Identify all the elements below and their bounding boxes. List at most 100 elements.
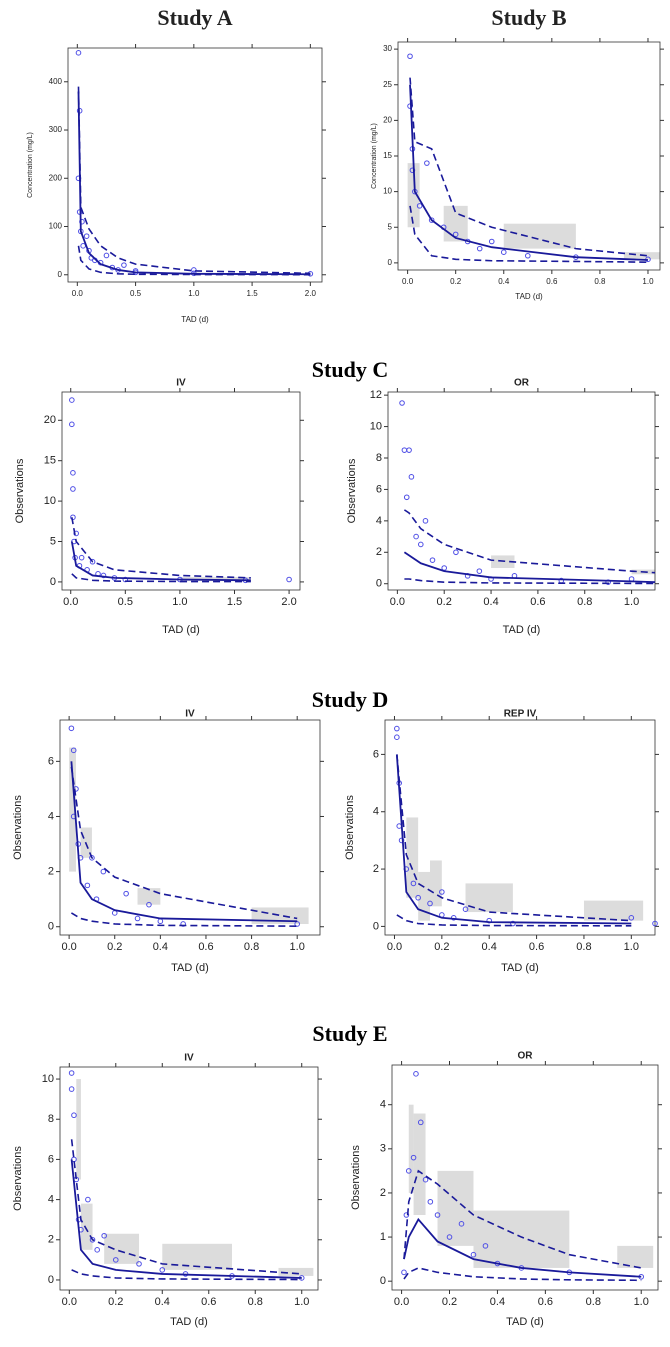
median-line <box>77 91 311 276</box>
y-tick-label: 6 <box>48 755 54 767</box>
observation <box>70 747 77 754</box>
y-tick-label: 0 <box>388 258 393 267</box>
observation <box>112 1257 119 1263</box>
percentile-line <box>404 578 655 585</box>
x-tick-label: 0.8 <box>576 941 591 953</box>
observation <box>408 474 415 480</box>
observation <box>410 880 417 887</box>
observation <box>70 470 76 476</box>
median-line <box>403 1217 642 1278</box>
y-tick-label: 400 <box>49 77 63 86</box>
y-tick-label: 8 <box>48 1113 54 1125</box>
x-tick-label: 0.0 <box>390 596 405 608</box>
median-line <box>70 761 298 923</box>
x-tick-label: 0.0 <box>394 1296 409 1308</box>
percentile-line <box>71 1269 302 1281</box>
observation <box>403 1212 410 1218</box>
x-tick-label: 0.6 <box>546 277 558 286</box>
x-tick-label: 2.0 <box>281 596 296 608</box>
x-tick-label: 0.8 <box>594 277 606 286</box>
y-tick-label: 10 <box>44 495 56 507</box>
percentile-line <box>409 77 649 257</box>
observation <box>482 1243 489 1249</box>
observation <box>417 1119 424 1126</box>
observation <box>157 918 164 925</box>
x-tick-label: 0.2 <box>107 941 122 953</box>
section-title: Study D <box>312 687 388 712</box>
x-tick-label: 0.4 <box>498 277 510 286</box>
observation <box>69 421 75 428</box>
observation <box>428 217 435 223</box>
observation <box>89 1236 96 1243</box>
ci-band <box>80 1203 93 1250</box>
y-tick-label: 0 <box>58 270 63 279</box>
observation <box>100 868 107 875</box>
y-tick-label: 10 <box>383 187 392 196</box>
observation <box>476 568 483 574</box>
ci-band <box>104 1233 140 1264</box>
ci-band <box>278 1267 314 1276</box>
y-tick-label: 6 <box>373 748 379 760</box>
panel-subtitle: REP IV <box>504 709 537 720</box>
observation <box>406 447 412 453</box>
x-axis-label: TAD (d) <box>181 315 209 324</box>
observation <box>70 486 76 492</box>
observation <box>103 252 110 259</box>
y-tick-label: 1 <box>380 1231 386 1243</box>
x-tick-label: 1.0 <box>294 1296 309 1308</box>
x-tick-label: 1.0 <box>642 277 654 286</box>
observation <box>628 915 635 921</box>
observation <box>407 53 413 60</box>
ci-band <box>617 1245 654 1268</box>
y-tick-label: 20 <box>44 414 56 426</box>
y-tick-label: 2 <box>373 863 379 875</box>
y-tick-label: 5 <box>388 222 393 231</box>
x-tick-label: 0.8 <box>244 941 259 953</box>
x-axis-label: TAD (d) <box>503 624 541 636</box>
observation <box>452 231 459 238</box>
observation <box>427 1198 434 1205</box>
y-tick-label: 30 <box>383 44 392 53</box>
y-axis-label: Concentration (mg/L) <box>27 132 34 198</box>
y-tick-label: 6 <box>376 483 382 495</box>
observation <box>441 565 448 571</box>
observation <box>401 447 408 453</box>
y-axis-label: Concentration (mg/L) <box>371 123 378 189</box>
observation <box>405 1168 412 1174</box>
observation <box>398 837 405 844</box>
x-tick-label: 0.8 <box>577 596 592 608</box>
observation <box>476 245 483 252</box>
ci-band <box>473 1210 570 1268</box>
x-tick-label: 1.5 <box>227 596 242 608</box>
y-tick-label: 100 <box>49 222 63 231</box>
x-tick-label: 0.6 <box>538 1296 553 1308</box>
x-axis-label: TAD (d) <box>162 624 200 636</box>
percentile-line <box>396 914 632 927</box>
ci-band <box>162 1243 232 1270</box>
x-tick-label: 0.2 <box>437 596 452 608</box>
y-axis-label: Observations <box>12 795 24 860</box>
y-tick-label: 0 <box>48 1274 54 1286</box>
x-tick-label: 1.0 <box>188 289 200 298</box>
observation <box>427 900 433 907</box>
x-tick-label: 0.5 <box>130 289 142 298</box>
x-tick-label: 0.2 <box>442 1296 457 1308</box>
plot-frame <box>61 391 301 591</box>
percentile-line <box>396 754 632 922</box>
observation <box>453 549 459 556</box>
ci-band <box>406 817 419 898</box>
observation <box>446 1234 453 1240</box>
observation <box>488 238 495 245</box>
y-tick-label: 2 <box>380 1187 386 1199</box>
observation <box>462 906 469 913</box>
x-tick-label: 0.2 <box>450 277 462 286</box>
median-line <box>409 84 649 261</box>
x-tick-label: 1.0 <box>624 941 639 953</box>
panel-subtitle: OR <box>518 1051 534 1062</box>
observation <box>84 882 91 889</box>
y-tick-label: 20 <box>383 115 392 124</box>
observation <box>434 1212 441 1218</box>
y-tick-label: 15 <box>44 455 56 467</box>
plot-frame <box>59 719 321 936</box>
panel-subtitle: IV <box>184 1053 194 1064</box>
